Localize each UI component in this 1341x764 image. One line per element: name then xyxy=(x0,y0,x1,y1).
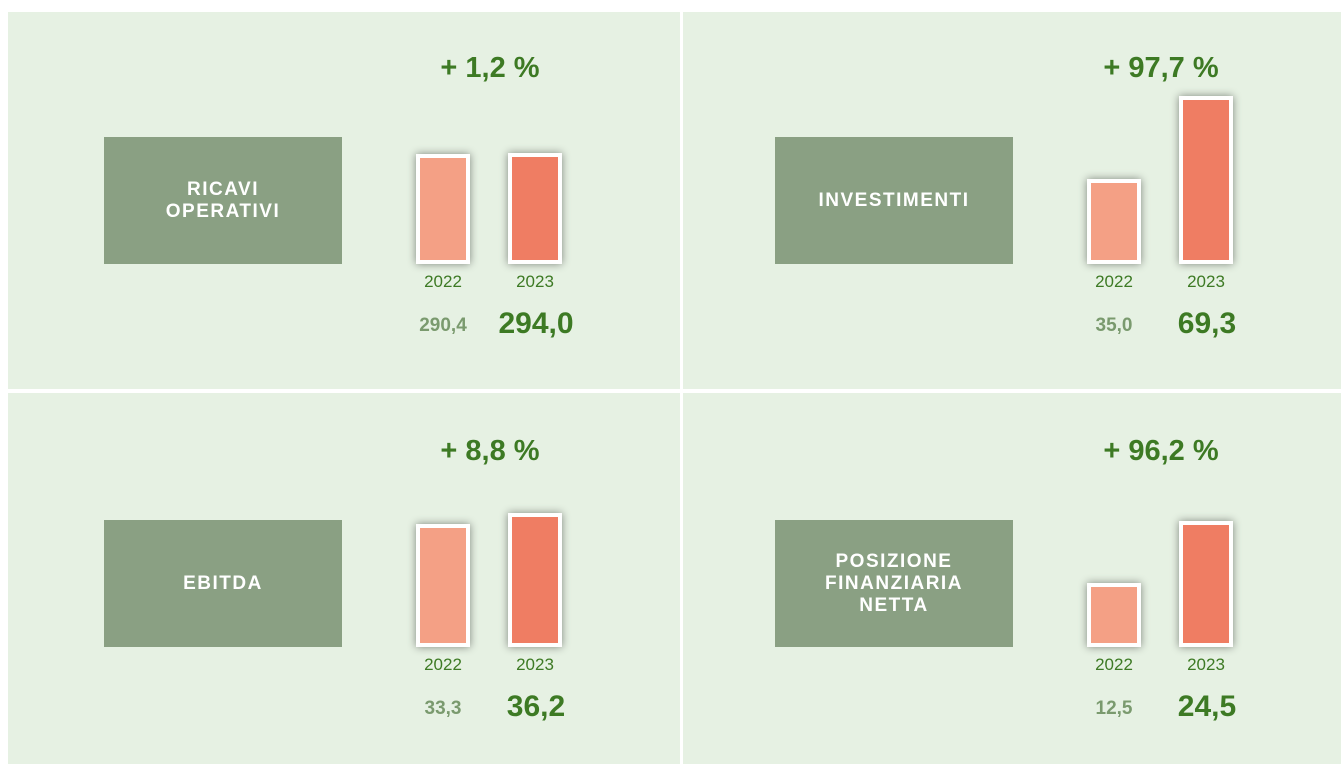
value-label: 24,5 xyxy=(1177,690,1237,723)
value-label: 294,0 xyxy=(498,307,574,340)
value-label: 69,3 xyxy=(1177,307,1237,340)
bar xyxy=(1179,95,1233,264)
year-label: 2023 xyxy=(1187,655,1225,674)
change-label: + 97,7 % xyxy=(1103,52,1219,84)
value-label: 36,2 xyxy=(506,690,566,723)
value-label: 290,4 xyxy=(419,315,467,336)
year-label: 2022 xyxy=(1095,655,1133,674)
label-box: INVESTIMENTI xyxy=(775,137,1013,264)
bar xyxy=(416,154,470,264)
year-label: 2023 xyxy=(516,272,554,291)
year-label: 2023 xyxy=(516,655,554,674)
label-box: RICAVI OPERATIVI xyxy=(104,137,342,264)
year-label: 2022 xyxy=(1095,272,1133,291)
value-label: 35,0 xyxy=(1095,315,1133,336)
year-label: 2023 xyxy=(1187,272,1225,291)
value-label: 12,5 xyxy=(1095,698,1133,719)
label-box: EBITDA xyxy=(104,520,342,647)
bar xyxy=(508,513,562,647)
change-label: + 8,8 % xyxy=(440,435,540,467)
change-label: + 96,2 % xyxy=(1103,435,1219,467)
bar xyxy=(1087,179,1141,264)
bar xyxy=(1179,520,1233,647)
value-label: 33,3 xyxy=(424,698,462,719)
year-label: 2022 xyxy=(424,655,462,674)
label-box: POSIZIONE FINANZIARIA NETTA xyxy=(775,520,1013,647)
bar xyxy=(416,523,470,647)
bar xyxy=(508,152,562,264)
year-label: 2022 xyxy=(424,272,462,291)
bar xyxy=(1087,582,1141,647)
change-label: + 1,2 % xyxy=(440,52,540,84)
